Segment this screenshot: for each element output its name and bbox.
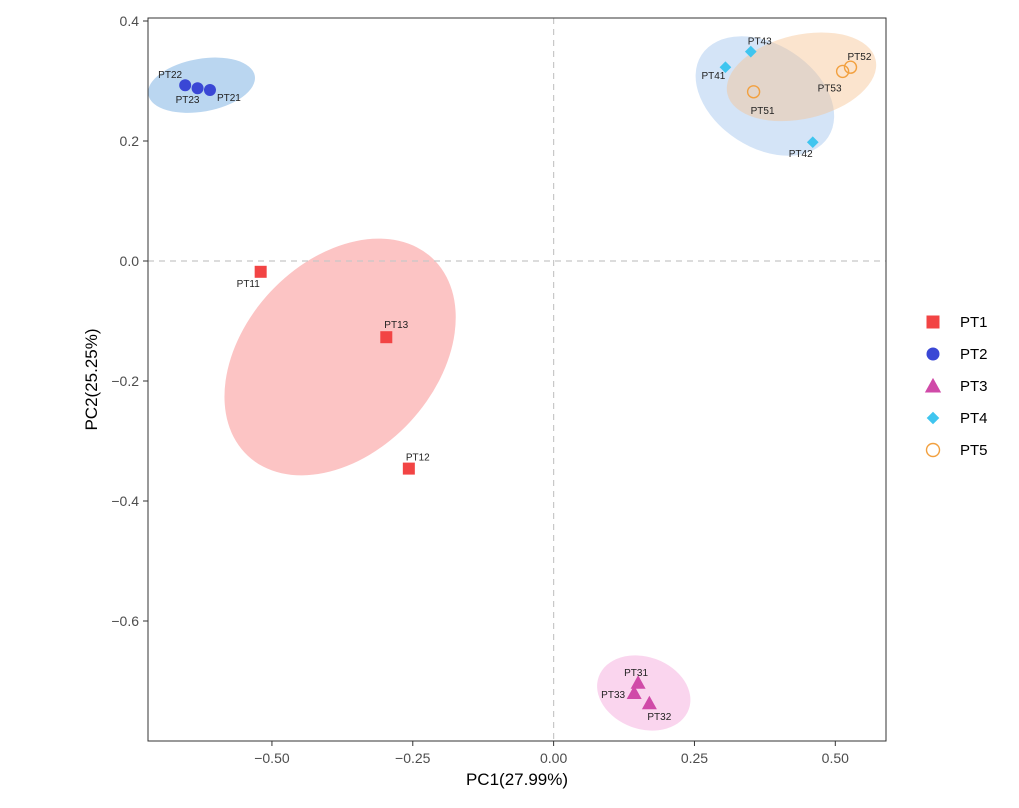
ellipse-pt5 (726, 32, 877, 122)
point-label-pt52: PT52 (848, 52, 872, 63)
legend-label-pt2: PT2 (960, 346, 988, 363)
y-tick-label: 0.0 (120, 253, 140, 269)
x-tick-label: −0.50 (254, 750, 290, 766)
point-label-pt11: PT11 (237, 279, 261, 290)
point-label-pt51: PT51 (751, 106, 775, 117)
point-pt23 (191, 82, 204, 95)
point-label-pt43: PT43 (748, 37, 772, 48)
point-label-pt23: PT23 (176, 95, 200, 106)
x-axis-title: PC1(27.99%) (466, 770, 568, 789)
ellipse-pt1 (224, 238, 456, 476)
point-pt31 (630, 675, 646, 689)
legend-key-pt1 (926, 315, 940, 329)
point-pt22 (179, 79, 192, 92)
x-tick-label: 0.00 (540, 750, 567, 766)
point-pt51 (746, 85, 761, 99)
confidence-ellipses (148, 32, 877, 731)
point-pt42 (806, 136, 819, 149)
y-tick-label: −0.2 (111, 373, 139, 389)
point-label-pt31: PT31 (624, 668, 648, 679)
plot-panel-border (147, 17, 887, 742)
point-label-pt53: PT53 (818, 83, 842, 94)
legend-label-pt1: PT1 (960, 314, 988, 331)
ellipse-pt3 (597, 655, 691, 731)
y-tick-label: 0.2 (120, 133, 140, 149)
point-labels: PT11 PT13 PT12 PT22 PT23 PT21 PT31 PT33 PT32 PT43… (158, 37, 872, 724)
x-tick-label: −0.25 (395, 750, 431, 766)
legend-key-pt4 (926, 411, 940, 425)
point-label-pt21: PT21 (217, 93, 241, 104)
legend-label-pt5: PT5 (960, 442, 988, 459)
x-axis: −0.50 −0.25 0.00 0.25 0.50 (254, 741, 849, 766)
legend-label-pt3: PT3 (960, 378, 988, 395)
point-pt53 (835, 64, 850, 79)
point-label-pt13: PT13 (384, 320, 408, 331)
y-axis-title: PC2(25.25%) (82, 328, 101, 430)
y-tick-label: −0.4 (111, 493, 139, 509)
legend: PT1 PT2 PT3 PT4 PT5 (924, 314, 988, 459)
y-tick-label: −0.6 (111, 613, 139, 629)
x-tick-label: 0.50 (822, 750, 849, 766)
point-pt43 (744, 45, 757, 58)
legend-key-pt2 (926, 347, 940, 361)
point-label-pt22: PT22 (158, 70, 182, 81)
point-label-pt41: PT41 (701, 71, 725, 82)
point-label-pt32: PT32 (647, 712, 671, 723)
y-axis: 0.4 0.2 0.0 −0.2 −0.4 −0.6 (111, 13, 148, 629)
y-tick-label: 0.4 (120, 13, 140, 29)
legend-key-pt5 (925, 442, 941, 458)
point-pt52 (843, 60, 858, 74)
point-pt41 (719, 61, 732, 74)
point-label-pt33: PT33 (601, 690, 625, 701)
point-label-pt12: PT12 (406, 453, 430, 464)
point-pt11 (254, 265, 267, 278)
point-pt33 (626, 685, 642, 699)
legend-key-pt3 (924, 377, 942, 393)
point-label-pt42: PT42 (789, 149, 813, 160)
legend-label-pt4: PT4 (960, 410, 988, 427)
data-points (179, 45, 858, 710)
reference-lines (148, 18, 886, 741)
x-tick-label: 0.25 (681, 750, 708, 766)
point-pt12 (402, 462, 415, 475)
point-pt21 (203, 84, 216, 96)
point-pt13 (380, 331, 393, 344)
point-pt32 (641, 695, 657, 710)
